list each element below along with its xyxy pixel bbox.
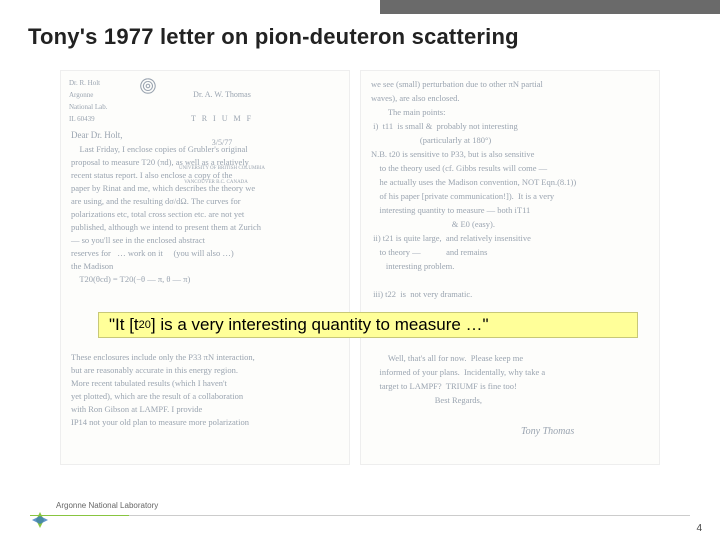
letter-scan: Dr. A. W. Thomas T R I U M F 3/5/77 UNIV… [60,70,660,470]
letter-to: Dr. A. W. Thomas [193,90,251,99]
letter-institute: T R I U M F [191,114,253,123]
letter-page-1: Dr. A. W. Thomas T R I U M F 3/5/77 UNIV… [60,70,350,465]
callout-prefix: "It [t [109,315,139,335]
letter-page-2: we see (small) perturbation due to other… [360,70,660,465]
letter-salutation: Dear Dr. Holt, [71,129,123,141]
footer-divider [30,515,690,516]
letter-address: Dr. R. Holt Argonne National Lab. IL 604… [69,77,108,125]
callout-suffix: ] is a very interesting quantity to meas… [151,315,489,335]
header-accent-bar [380,0,720,14]
page-number: 4 [696,523,702,534]
footer-label: Argonne National Laboratory [56,501,158,510]
letter-body-1: Last Friday, I enclose copies of Grubler… [71,143,341,286]
letter-body-2: we see (small) perturbation due to other… [371,77,651,301]
quote-callout: "It [t20] is a very interesting quantity… [98,312,638,338]
argonne-logo-icon [30,510,50,530]
callout-subscript: 20 [139,319,151,331]
spiral-icon [139,77,157,95]
slide-title: Tony's 1977 letter on pion-deuteron scat… [28,24,519,50]
letter-signature: Tony Thomas [521,426,574,438]
letter-body-2b: Well, that's all for now. Please keep me… [371,351,651,407]
letter-body-1b: These enclosures include only the P33 πN… [71,351,341,429]
